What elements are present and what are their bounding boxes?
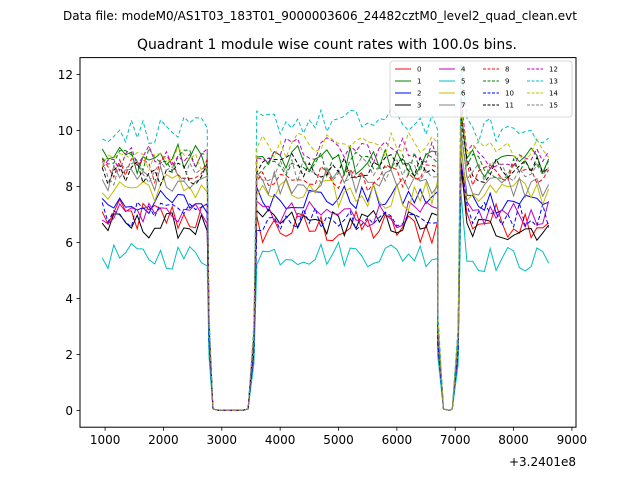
x-tick-label: 4000 xyxy=(265,433,296,447)
y-tick-label: 6 xyxy=(65,236,73,250)
legend-label-14: 14 xyxy=(549,90,558,98)
series-line-5 xyxy=(101,192,550,411)
legend-frame xyxy=(389,60,573,118)
series-line-9 xyxy=(101,108,550,411)
x-tick-label: 2000 xyxy=(148,433,179,447)
legend-label-1: 1 xyxy=(417,78,421,86)
series-line-12 xyxy=(101,97,550,411)
series-line-10 xyxy=(101,162,550,411)
legend-label-6: 6 xyxy=(461,90,466,98)
series-line-6 xyxy=(101,141,550,411)
legend-label-13: 13 xyxy=(549,78,558,86)
legend-label-3: 3 xyxy=(417,102,421,110)
x-tick-label: 7000 xyxy=(440,433,471,447)
series-line-4 xyxy=(101,160,550,411)
axes-frame xyxy=(79,57,577,428)
legend-label-15: 15 xyxy=(549,102,558,110)
x-offset-label: +3.2401e8 xyxy=(509,455,576,469)
series-line-11 xyxy=(101,118,549,411)
series-line-0 xyxy=(101,170,549,411)
legend-label-2: 2 xyxy=(417,90,421,98)
chart-title: Quadrant 1 module wise count rates with … xyxy=(137,37,517,53)
legend-label-11: 11 xyxy=(505,102,514,110)
legend-label-9: 9 xyxy=(505,78,509,86)
y-tick-label: 12 xyxy=(58,68,73,82)
y-tick-label: 10 xyxy=(58,124,73,138)
x-tick-label: 6000 xyxy=(382,433,413,447)
x-tick-label: 5000 xyxy=(323,433,354,447)
x-tick-label: 8000 xyxy=(498,433,529,447)
series-line-13 xyxy=(101,63,549,411)
series-line-15 xyxy=(101,122,549,411)
x-axis-ticks: 1000 2000 3000 4000 5000 6000 7000 8000 9000 xyxy=(90,427,587,447)
x-tick-label: 9000 xyxy=(557,433,588,447)
series-line-14 xyxy=(101,105,549,411)
legend-label-7: 7 xyxy=(461,102,465,110)
series-layer xyxy=(101,63,550,411)
series-line-7 xyxy=(101,132,550,411)
legend-label-8: 8 xyxy=(505,66,509,74)
series-line-2 xyxy=(101,145,549,411)
legend-label-0: 0 xyxy=(417,66,421,74)
legend-label-12: 12 xyxy=(549,66,558,74)
series-line-3 xyxy=(101,163,550,411)
y-tick-label: 8 xyxy=(65,180,73,194)
y-tick-label: 2 xyxy=(65,348,73,362)
y-tick-label: 4 xyxy=(65,292,73,306)
x-tick-label: 1000 xyxy=(90,433,121,447)
legend-label-5: 5 xyxy=(461,78,465,86)
y-tick-label: 0 xyxy=(65,404,73,418)
y-axis-ticks: 0 2 4 6 8 10 12 xyxy=(58,68,80,418)
series-line-1 xyxy=(101,111,550,411)
x-tick-label: 3000 xyxy=(207,433,238,447)
chart-suptitle: Data file: modeM0/AS1T03_183T01_90000036… xyxy=(63,9,577,23)
legend-label-4: 4 xyxy=(461,66,466,74)
legend-label-10: 10 xyxy=(505,90,514,98)
